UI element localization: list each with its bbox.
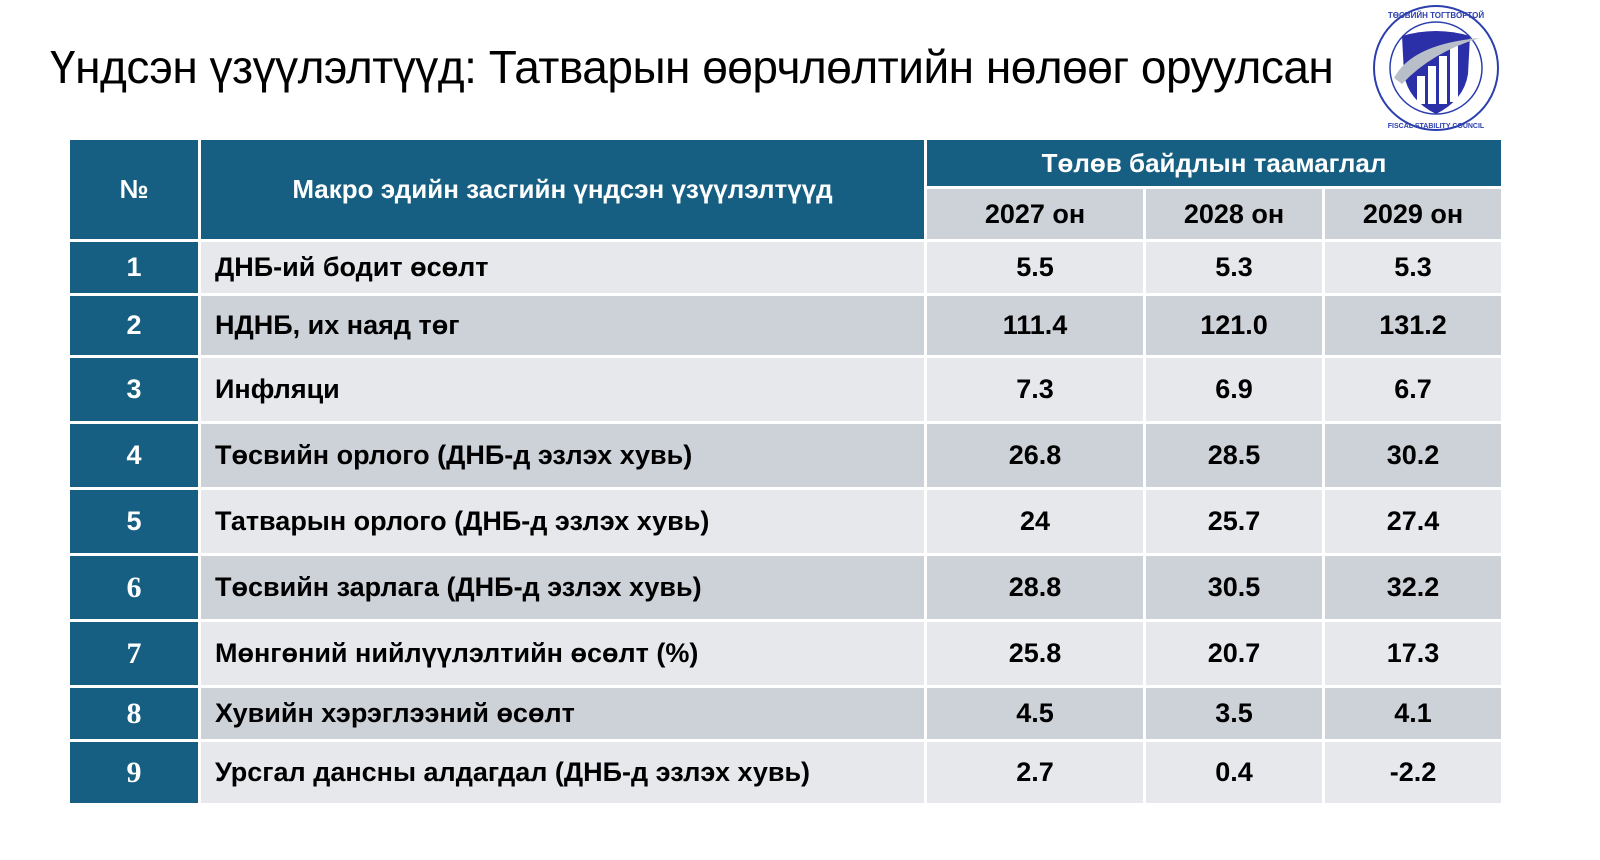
value-2027: 24	[924, 487, 1146, 556]
header-year-2027: 2027 он	[924, 186, 1146, 242]
row-label: ДНБ-ий бодит өсөлт	[198, 239, 927, 296]
value-2029: 5.3	[1321, 239, 1505, 296]
row-label: Урсгал дансны алдагдал (ДНБ-д эзлэх хувь…	[198, 739, 927, 806]
row-label: НДНБ, их наяд төг	[198, 293, 927, 358]
row-number: 6	[67, 553, 201, 622]
value-2027: 2.7	[924, 739, 1146, 806]
header-year-2029: 2029 он	[1321, 186, 1505, 242]
table-row: 3 Инфляци 7.3 6.9 6.7	[67, 355, 1505, 424]
row-label: Мөнгөний нийлүүлэлтийн өсөлт (%)	[198, 619, 927, 688]
value-2028: 25.7	[1143, 487, 1325, 556]
value-2027: 7.3	[924, 355, 1146, 424]
table-row: 1 ДНБ-ий бодит өсөлт 5.5 5.3 5.3	[67, 239, 1505, 296]
value-2027: 26.8	[924, 421, 1146, 490]
value-2027: 111.4	[924, 293, 1146, 358]
row-label: Инфляци	[198, 355, 927, 424]
row-number: 5	[67, 487, 201, 556]
table-row: 9 Урсгал дансны алдагдал (ДНБ-д эзлэх ху…	[67, 739, 1505, 806]
value-2029: 6.7	[1321, 355, 1505, 424]
value-2028: 28.5	[1143, 421, 1325, 490]
value-2028: 6.9	[1143, 355, 1325, 424]
fiscal-stability-council-logo-icon: ТӨСВИЙН ТОГТВОРТОЙ FISCAL STABILITY COUN…	[1372, 4, 1500, 132]
value-2027: 28.8	[924, 553, 1146, 622]
header-number: №	[67, 137, 201, 242]
value-2028: 121.0	[1143, 293, 1325, 358]
svg-text:ТӨСВИЙН ТОГТВОРТОЙ: ТӨСВИЙН ТОГТВОРТОЙ	[1388, 11, 1484, 20]
value-2029: 32.2	[1321, 553, 1505, 622]
row-label: Төсвийн орлого (ДНБ-д эзлэх хувь)	[198, 421, 927, 490]
row-label: Татварын орлого (ДНБ-д эзлэх хувь)	[198, 487, 927, 556]
row-number: 1	[67, 239, 201, 296]
value-2027: 5.5	[924, 239, 1146, 296]
header-year-2028: 2028 он	[1143, 186, 1325, 242]
value-2028: 30.5	[1143, 553, 1325, 622]
header-indicator: Макро эдийн засгийн үндсэн үзүүлэлтүүд	[198, 137, 927, 242]
row-number: 2	[67, 293, 201, 358]
value-2028: 3.5	[1143, 685, 1325, 742]
value-2029: 30.2	[1321, 421, 1505, 490]
macro-indicators-table: № Макро эдийн засгийн үндсэн үзүүлэлтүүд…	[67, 137, 1505, 806]
value-2027: 25.8	[924, 619, 1146, 688]
value-2028: 20.7	[1143, 619, 1325, 688]
table-row: 7 Мөнгөний нийлүүлэлтийн өсөлт (%) 25.8 …	[67, 619, 1505, 688]
table-row: 5 Татварын орлого (ДНБ-д эзлэх хувь) 24 …	[67, 487, 1505, 556]
value-2029: 17.3	[1321, 619, 1505, 688]
slide-title: Үндсэн үзүүлэлтүүд: Татварын өөрчлөлтийн…	[50, 41, 1334, 93]
value-2028: 0.4	[1143, 739, 1325, 806]
row-label: Төсвийн зарлага (ДНБ-д эзлэх хувь)	[198, 553, 927, 622]
row-number: 3	[67, 355, 201, 424]
row-number: 4	[67, 421, 201, 490]
value-2028: 5.3	[1143, 239, 1325, 296]
value-2029: 4.1	[1321, 685, 1505, 742]
row-number: 9	[67, 739, 201, 806]
header-forecast-group: Төлөв байдлын таамаглал	[923, 137, 1505, 189]
table-row: 4 Төсвийн орлого (ДНБ-д эзлэх хувь) 26.8…	[67, 421, 1505, 490]
value-2029: 27.4	[1321, 487, 1505, 556]
table-row: 6 Төсвийн зарлага (ДНБ-д эзлэх хувь) 28.…	[67, 553, 1505, 622]
table-row: 8 Хувийн хэрэглээний өсөлт 4.5 3.5 4.1	[67, 685, 1505, 742]
value-2029: 131.2	[1321, 293, 1505, 358]
table-row: 2 НДНБ, их наяд төг 111.4 121.0 131.2	[67, 293, 1505, 358]
svg-text:FISCAL STABILITY COUNCIL: FISCAL STABILITY COUNCIL	[1388, 123, 1485, 130]
value-2027: 4.5	[924, 685, 1146, 742]
row-number: 8	[67, 685, 201, 742]
row-number: 7	[67, 619, 201, 688]
value-2029: -2.2	[1321, 739, 1505, 806]
row-label: Хувийн хэрэглээний өсөлт	[198, 685, 927, 742]
